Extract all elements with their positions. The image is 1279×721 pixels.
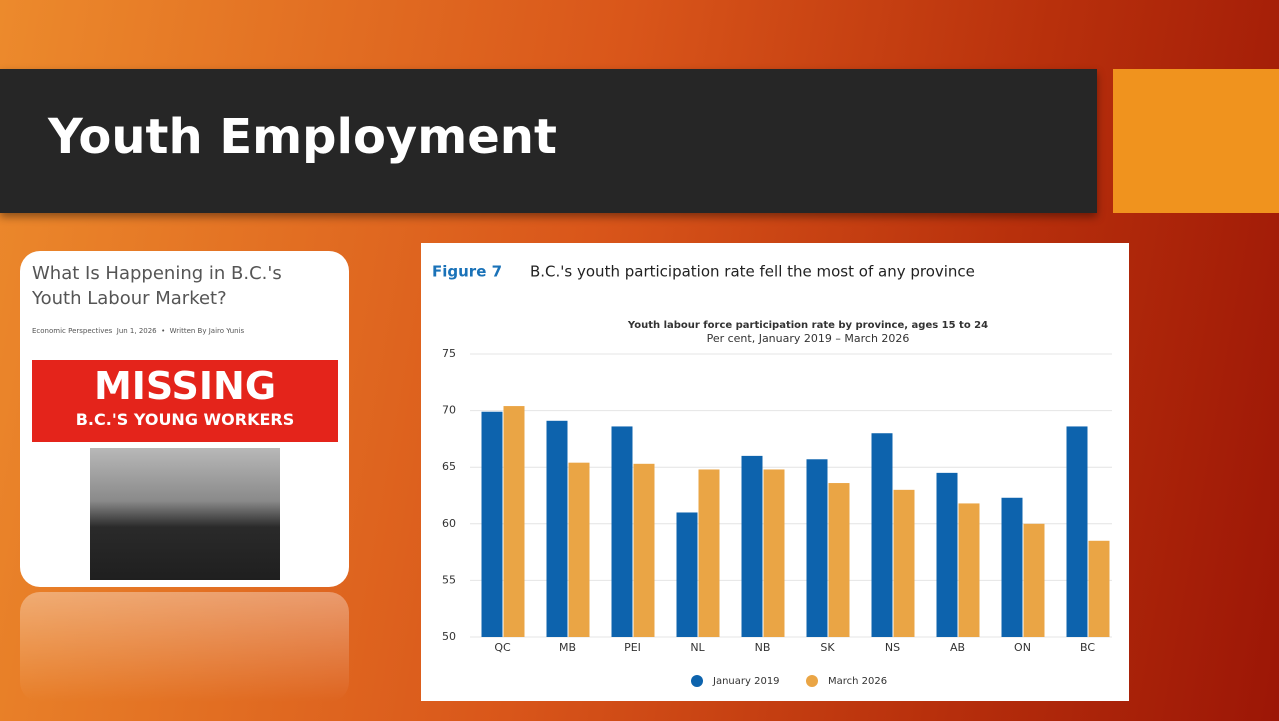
banner-title: MISSING xyxy=(93,364,277,408)
article-headline: What Is Happening in B.C.'s Youth Labour… xyxy=(32,263,282,309)
chart: Figure 7 B.C.'s youth participation rate… xyxy=(432,263,1112,687)
x-tick-label: NL xyxy=(690,641,705,654)
bar xyxy=(958,503,980,637)
bar xyxy=(763,469,785,637)
card-reflection xyxy=(20,592,349,702)
x-tick-label: BC xyxy=(1080,641,1095,654)
y-tick-label: 65 xyxy=(442,460,456,473)
bar xyxy=(1066,426,1088,637)
chart-heading: B.C.'s youth participation rate fell the… xyxy=(530,263,975,281)
y-tick-label: 55 xyxy=(442,573,456,586)
x-tick-label: AB xyxy=(950,641,965,654)
y-tick-label: 75 xyxy=(442,347,456,360)
article-byline: Economic Perspectives Jun 1, 2026 • Writ… xyxy=(32,327,245,335)
slide-title: Youth Employment xyxy=(48,109,557,165)
legend-marker xyxy=(806,675,818,687)
y-tick-label: 50 xyxy=(442,630,456,643)
article-banner: MISSING B.C.'S YOUNG WORKERS xyxy=(32,360,338,442)
bar xyxy=(633,463,655,637)
bar xyxy=(741,455,763,637)
bar xyxy=(1088,540,1110,637)
legend-marker xyxy=(691,675,703,687)
x-tick-label: PEI xyxy=(624,641,641,654)
figure-label: Figure 7 xyxy=(432,263,502,281)
bar xyxy=(503,406,525,637)
x-tick-label: MB xyxy=(559,641,576,654)
bar xyxy=(1001,497,1023,637)
bar xyxy=(871,433,893,637)
y-tick-label: 60 xyxy=(442,517,456,530)
title-bar: Youth Employment xyxy=(0,69,1097,213)
article-photo xyxy=(90,448,280,580)
bar xyxy=(698,469,720,637)
bar xyxy=(893,489,915,637)
article-card: What Is Happening in B.C.'s Youth Labour… xyxy=(20,251,349,587)
bar xyxy=(481,411,503,637)
bar xyxy=(828,483,850,637)
chart-title: Youth labour force participation rate by… xyxy=(627,320,988,331)
x-tick-label: QC xyxy=(494,641,511,654)
chart-panel: Figure 7 B.C.'s youth participation rate… xyxy=(421,243,1129,701)
bar xyxy=(1023,523,1045,637)
legend-label: March 2026 xyxy=(828,676,887,687)
bar xyxy=(546,420,568,637)
bar xyxy=(568,462,590,637)
accent-square xyxy=(1113,69,1279,213)
legend-label: January 2019 xyxy=(712,676,780,687)
x-tick-label: NB xyxy=(755,641,771,654)
bar xyxy=(611,426,633,637)
banner-subtitle: B.C.'S YOUNG WORKERS xyxy=(75,410,295,429)
x-tick-label: NS xyxy=(885,641,900,654)
y-tick-label: 70 xyxy=(442,404,456,417)
x-tick-label: ON xyxy=(1014,641,1031,654)
chart-subtitle: Per cent, January 2019 – March 2026 xyxy=(707,332,910,345)
bar xyxy=(936,472,958,637)
bar xyxy=(806,459,828,637)
bar xyxy=(676,512,698,637)
x-tick-label: SK xyxy=(820,641,835,654)
